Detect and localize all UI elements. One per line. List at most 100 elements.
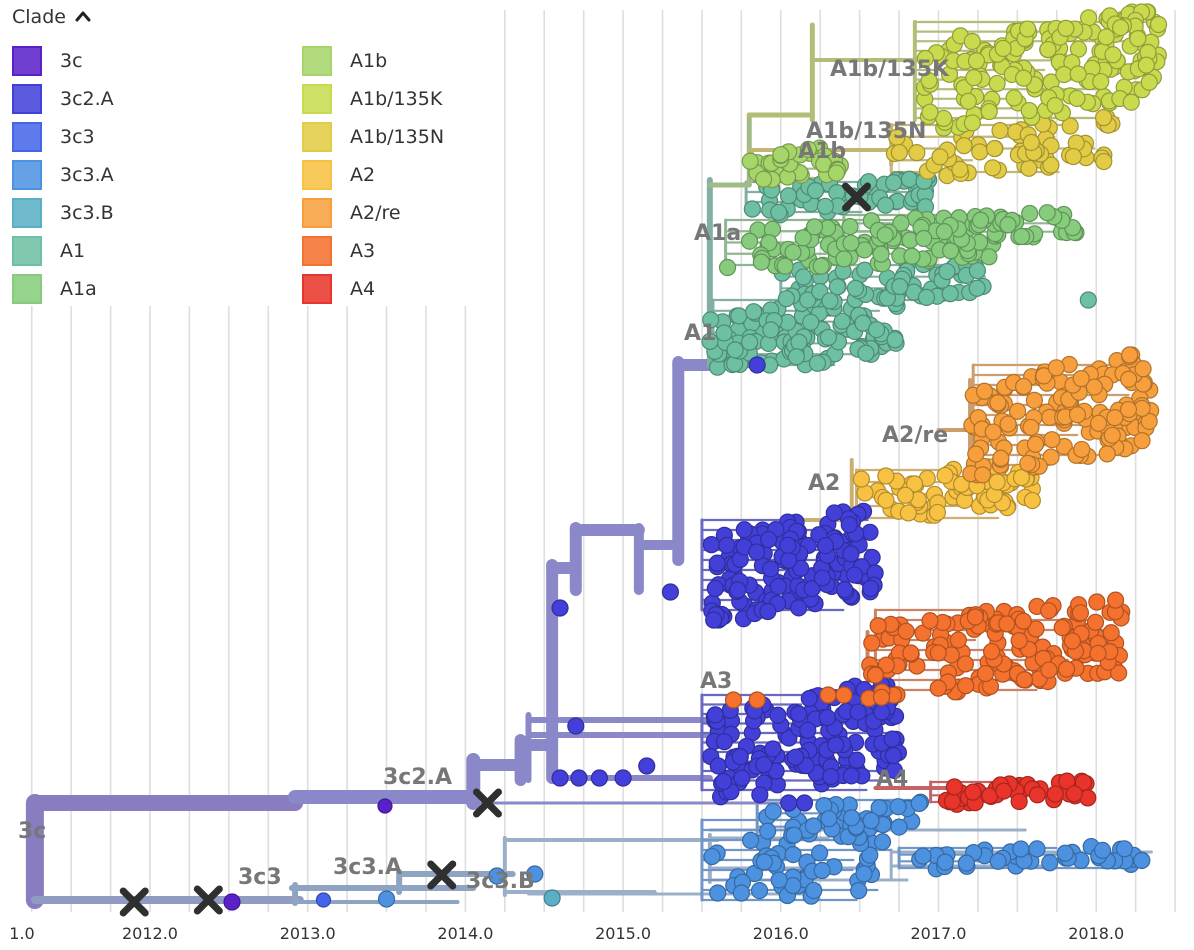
tree-tip[interactable] [1040, 602, 1058, 620]
tree-tip[interactable] [703, 847, 721, 866]
tree-tip[interactable] [992, 449, 1010, 467]
tree-tip[interactable] [614, 769, 632, 787]
tree-tip[interactable] [988, 473, 1006, 491]
tree-tip[interactable] [769, 706, 787, 724]
tree-tip[interactable] [945, 778, 963, 796]
tree-tip[interactable] [570, 769, 588, 787]
tree-tip[interactable] [1022, 418, 1040, 437]
tree-tip[interactable] [1026, 435, 1045, 453]
tree-tip[interactable] [821, 292, 839, 310]
tree-tip[interactable] [835, 686, 853, 704]
tree-tip[interactable] [1028, 786, 1046, 804]
tree-tip[interactable] [886, 331, 904, 349]
tree-tip[interactable] [862, 579, 880, 597]
tree-tip[interactable] [1046, 96, 1064, 115]
tree-tip[interactable] [790, 599, 808, 617]
tree-tip[interactable] [800, 689, 818, 708]
tree-tip[interactable] [827, 736, 845, 754]
tree-tip[interactable] [994, 39, 1012, 58]
tree-tip[interactable] [884, 747, 902, 765]
tree-tip[interactable] [897, 622, 915, 640]
tree-tip[interactable] [769, 577, 787, 596]
tree-tip[interactable] [223, 893, 241, 911]
tree-tip[interactable] [794, 229, 812, 247]
tree-tip[interactable] [813, 569, 832, 587]
tree-tip[interactable] [802, 313, 820, 331]
tree-tip[interactable] [1025, 391, 1043, 409]
tree-tip[interactable] [1012, 840, 1030, 858]
tree-tip[interactable] [1008, 402, 1027, 420]
tree-tip[interactable] [1069, 65, 1087, 83]
tree-tip[interactable] [968, 261, 987, 280]
tree-tip[interactable] [718, 258, 737, 277]
tree-tip[interactable] [980, 102, 998, 121]
tree-tip[interactable] [989, 394, 1007, 412]
tree-tip[interactable] [1071, 604, 1090, 622]
tree-tip[interactable] [842, 234, 860, 252]
tree-tip[interactable] [785, 826, 803, 844]
tree-tip[interactable] [1073, 440, 1091, 459]
tree-tip[interactable] [872, 688, 891, 706]
tree-tip[interactable] [1140, 412, 1158, 430]
tree-tip[interactable] [966, 608, 984, 626]
tree-tip[interactable] [819, 686, 837, 704]
tree-tip[interactable] [855, 865, 873, 883]
tree-tip[interactable] [949, 631, 967, 649]
tree-tip[interactable] [377, 798, 393, 814]
tree-tip[interactable] [900, 170, 918, 188]
tree-tip[interactable] [1134, 360, 1152, 378]
tree-tip[interactable] [805, 881, 823, 900]
tree-tip[interactable] [825, 504, 843, 522]
tree-tip[interactable] [891, 277, 909, 296]
tree-tip[interactable] [1043, 431, 1061, 449]
tree-tip[interactable] [706, 706, 724, 724]
tree-tip[interactable] [755, 756, 773, 774]
tree-tip[interactable] [842, 545, 860, 563]
tree-tip[interactable] [862, 812, 880, 830]
tree-tip[interactable] [943, 792, 961, 810]
tree-tip[interactable] [873, 833, 892, 851]
tree-tip[interactable] [852, 470, 870, 488]
tree-tip[interactable] [794, 268, 813, 286]
tree-tip[interactable] [780, 551, 798, 569]
tree-tip[interactable] [931, 148, 949, 166]
tree-tip[interactable] [848, 751, 866, 769]
tree-tip[interactable] [984, 159, 1002, 177]
tree-tip[interactable] [1068, 406, 1087, 424]
tree-tip[interactable] [813, 861, 831, 880]
legend-item[interactable]: 3c2.A [12, 84, 114, 114]
tree-tip[interactable] [1089, 644, 1107, 662]
tree-tip[interactable] [822, 767, 840, 786]
tree-tip[interactable] [1027, 620, 1045, 638]
tree-tip[interactable] [1103, 426, 1121, 444]
tree-tip[interactable] [740, 333, 759, 351]
tree-tip[interactable] [915, 229, 933, 248]
tree-tip[interactable] [714, 772, 733, 791]
tree-tip[interactable] [779, 536, 797, 554]
tree-tip[interactable] [957, 677, 975, 695]
tree-tip[interactable] [1020, 101, 1038, 120]
tree-tip[interactable] [863, 634, 881, 652]
tree-tip[interactable] [638, 757, 656, 775]
tree-tip[interactable] [1042, 156, 1060, 174]
tree-tip[interactable] [772, 146, 790, 164]
tree-tip[interactable] [892, 214, 910, 232]
tree-tip[interactable] [751, 786, 769, 804]
legend-item[interactable]: A2 [302, 160, 375, 190]
tree-tip[interactable] [965, 69, 983, 87]
tree-tip[interactable] [841, 217, 859, 236]
tree-tip[interactable] [805, 218, 824, 236]
tree-tip[interactable] [975, 382, 994, 400]
tree-tip[interactable] [789, 705, 808, 723]
tree-tip[interactable] [1039, 40, 1057, 59]
tree-tip[interactable] [760, 530, 778, 549]
tree-tip[interactable] [709, 884, 727, 902]
tree-tip[interactable] [804, 817, 823, 835]
tree-tip[interactable] [790, 333, 808, 351]
tree-tip[interactable] [759, 602, 777, 621]
tree-tip[interactable] [921, 612, 939, 630]
tree-tip[interactable] [1012, 468, 1031, 487]
tree-tip[interactable] [866, 666, 884, 684]
tree-tip[interactable] [967, 52, 986, 70]
tree-tip[interactable] [920, 72, 938, 90]
